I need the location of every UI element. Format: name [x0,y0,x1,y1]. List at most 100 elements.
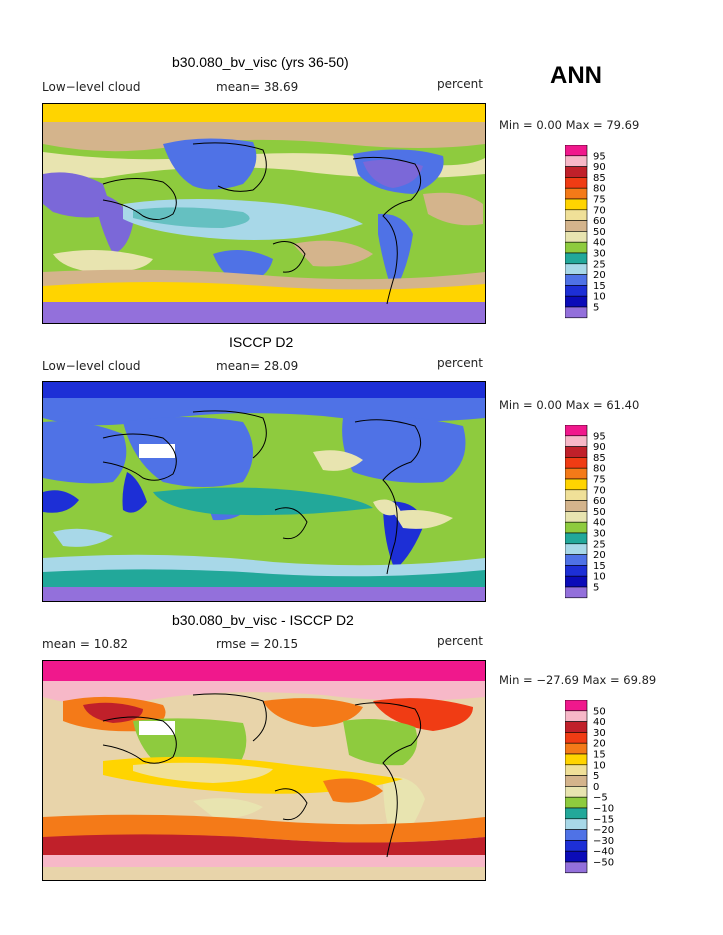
colorbar-tick-label: 30 [593,249,606,260]
colorbar-swatch [564,231,588,243]
colorbar-swatch [564,532,588,545]
panel-1-minmax: Min = 0.00 Max = 79.69 [499,118,640,132]
colorbar-swatch [564,489,588,501]
colorbar-tick-label: 50 [593,507,606,518]
colorbar-swatch [564,721,588,733]
panel-3-title: b30.080_bv_visc - ISCCP D2 [172,612,354,628]
colorbar-swatch [564,829,588,841]
colorbar-tick-label: 25 [593,259,606,270]
colorbar-swatch [564,478,588,491]
colorbar-tick-label: −30 [593,836,614,847]
colorbar-swatch [564,554,588,566]
colorbar-swatch [564,775,588,787]
panel-1-map [42,103,486,324]
colorbar-swatch [564,241,588,254]
colorbar-tick-label: 5 [593,771,599,782]
colorbar-swatch [564,861,588,874]
colorbar-tick-label: 80 [593,464,606,475]
season-label: ANN [550,62,602,89]
colorbar-tick-label: 40 [593,238,606,249]
colorbar-swatch [564,435,588,447]
colorbar-swatch [564,753,588,766]
colorbar-swatch [564,467,588,480]
colorbar-swatch [564,543,588,555]
colorbar-tick-label: −20 [593,825,614,836]
colorbar-tick-label: 50 [593,227,606,238]
colorbar-tick-label: 40 [593,518,606,529]
panel-3-colorbar: 50 40 30 20 15 10 5 0 −5 −10 −15 −20 −30 −40 −50 [564,699,625,885]
colorbar-swatch [564,274,588,286]
colorbar-tick-label: 85 [593,453,606,464]
panel-2-map [42,381,486,602]
colorbar-tick-label: 90 [593,442,606,453]
colorbar-tick-label: −15 [593,814,614,825]
colorbar-swatch [564,586,588,599]
colorbar-tick-label: 25 [593,539,606,550]
colorbar-swatch [564,565,588,577]
panel-2-mean-label: mean= 28.09 [216,359,299,373]
panel-3-minmax: Min = −27.69 Max = 69.89 [499,673,657,687]
colorbar-swatch [564,500,588,512]
colorbar-swatch [564,742,588,755]
colorbar-tick-label: 15 [593,561,606,572]
colorbar-swatch [564,818,588,830]
colorbar-tick-label: 5 [593,583,599,594]
colorbar-swatch [564,732,588,744]
colorbar-tick-label: 50 [593,706,606,717]
colorbar-swatch [564,306,588,319]
colorbar-swatch [564,220,588,232]
panel-1-title: b30.080_bv_visc (yrs 36-50) [172,54,349,70]
panel-2-units-label: percent [437,356,483,370]
colorbar-swatch [564,166,588,178]
colorbar-tick-label: 75 [593,475,606,486]
colorbar-swatch [564,285,588,297]
colorbar-swatch [564,786,588,798]
panel-1-colorbar: 95 90 85 80 75 70 60 50 40 30 25 20 15 10 5 [564,144,625,330]
panel-1-variable-label: Low−level cloud [42,80,141,94]
colorbar-tick-label: 30 [593,728,606,739]
colorbar-swatch [564,209,588,221]
colorbar-swatch [564,699,588,712]
panel-2-colorbar: 95 90 85 80 75 70 60 50 40 30 25 20 15 10 5 [564,424,625,610]
colorbar-tick-label: 70 [593,205,606,216]
colorbar-swatch [564,155,588,167]
colorbar-swatch [564,144,588,157]
panel-3-map-svg [43,661,485,880]
colorbar-tick-label: 20 [593,550,606,561]
panel-1-units-label: percent [437,77,483,91]
colorbar-swatch [564,295,588,308]
colorbar-tick-label: 40 [593,717,606,728]
colorbar-swatch [564,457,588,469]
colorbar-tick-label: 80 [593,184,606,195]
colorbar-tick-label: 5 [593,303,599,314]
colorbar-tick-label: 95 [593,431,606,442]
colorbar-swatch [564,187,588,200]
colorbar-tick-label: −40 [593,847,614,858]
colorbar-swatch [564,521,588,534]
colorbar-tick-label: 75 [593,195,606,206]
colorbar-tick-label: −50 [593,858,614,869]
colorbar-tick-label: −5 [593,793,608,804]
colorbar-swatch [564,807,588,820]
colorbar-swatch [564,446,588,458]
colorbar-swatch [564,764,588,776]
panel-3-rmse-label: rmse = 20.15 [216,637,299,651]
colorbar-swatch [564,198,588,211]
colorbar-swatch [564,177,588,189]
colorbar-tick-label: 10 [593,572,606,583]
panel-2-minmax: Min = 0.00 Max = 61.40 [499,398,640,412]
colorbar-swatch [564,263,588,275]
panel-3-map [42,660,486,881]
colorbar-swatch [564,511,588,523]
colorbar-swatch [564,850,588,863]
colorbar-tick-label: 0 [593,782,599,793]
colorbar-tick-label: 20 [593,270,606,281]
colorbar-tick-label: 60 [593,216,606,227]
colorbar-tick-label: 15 [593,281,606,292]
colorbar-swatch [564,796,588,809]
colorbar-tick-label: 70 [593,485,606,496]
panel-1-mean-label: mean= 38.69 [216,80,299,94]
colorbar-tick-label: 30 [593,529,606,540]
